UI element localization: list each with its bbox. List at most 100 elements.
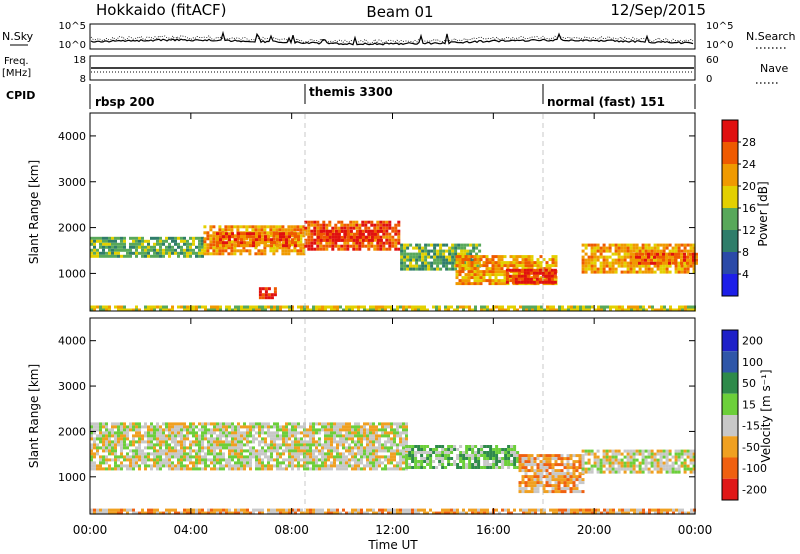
heatmap-cell [629, 264, 633, 268]
heatmap-cell [384, 428, 387, 432]
heatmap-cell [282, 305, 285, 309]
heatmap-cell [126, 428, 129, 432]
heatmap-cell [93, 254, 96, 258]
heatmap-cell [325, 238, 329, 242]
heatmap-cell [683, 258, 686, 262]
heatmap-cell [147, 464, 150, 468]
heatmap-cell [236, 225, 240, 229]
heatmap-cell [542, 454, 546, 458]
heatmap-cell [281, 252, 285, 256]
heatmap-cell [153, 305, 156, 309]
heatmap-cell [485, 258, 489, 262]
heatmap-cell [120, 308, 123, 312]
heatmap-cell [316, 247, 320, 251]
heatmap-cell [432, 511, 435, 515]
heatmap-cell [587, 243, 591, 247]
heatmap-cell [390, 305, 393, 309]
heatmap-cell [192, 305, 195, 309]
heatmap-cell [393, 511, 396, 515]
heatmap-cell [249, 452, 252, 456]
heatmap-cell [309, 461, 312, 465]
heatmap-cell [117, 254, 120, 258]
heatmap-cell [396, 305, 399, 309]
heatmap-cell [315, 446, 318, 450]
heatmap-cell [644, 461, 648, 465]
heatmap-cell [313, 223, 317, 227]
sky-right-tick-top: 10^5 [706, 21, 733, 32]
heatmap-cell [587, 461, 591, 465]
heatmap-cell [156, 449, 159, 453]
heatmap-cell [90, 452, 93, 456]
heatmap-cell [541, 274, 545, 278]
heatmap-cell [201, 236, 204, 240]
heatmap-cell [231, 437, 234, 441]
heatmap-cell [282, 241, 285, 245]
heatmap-cell [381, 508, 384, 512]
heatmap-cell [665, 458, 669, 462]
heatmap-cell [201, 245, 204, 249]
heatmap-cell [358, 247, 362, 251]
heatmap-cell [345, 461, 348, 465]
heatmap-cell [381, 428, 384, 432]
heatmap-cell [336, 443, 339, 447]
heatmap-cell [207, 452, 210, 456]
heatmap-cell [647, 270, 651, 274]
heatmap-cell [627, 305, 630, 309]
heatmap-cell [678, 511, 681, 515]
heatmap-cell [156, 467, 159, 471]
heatmap-cell [369, 422, 372, 426]
heatmap-cell [207, 431, 210, 435]
heatmap-cell [375, 440, 378, 444]
heatmap-cell [228, 305, 231, 309]
heatmap-cell [102, 308, 105, 312]
heatmap-cell [454, 249, 458, 253]
heatmap-cell [189, 425, 192, 429]
heatmap-cell [93, 440, 96, 444]
heatmap-cell [349, 244, 353, 248]
heatmap-cell [402, 305, 405, 309]
heatmap-cell [587, 452, 591, 456]
heatmap-cell [642, 305, 645, 309]
heatmap-cell [581, 258, 585, 262]
heatmap-cell [102, 446, 105, 450]
heatmap-cell [309, 446, 312, 450]
heatmap-cell [165, 248, 168, 252]
heatmap-cell [381, 467, 384, 471]
heatmap-cell [331, 229, 335, 233]
heatmap-cell [491, 279, 495, 283]
heatmap-cell [195, 434, 198, 438]
heatmap-cell [399, 467, 402, 471]
heatmap-cell [337, 232, 341, 236]
heatmap-cell [195, 236, 198, 240]
heatmap-cell [456, 466, 460, 469]
heatmap-cell [165, 446, 168, 450]
heatmap-cell [147, 242, 150, 246]
heatmap-cell [105, 254, 108, 258]
heatmap-cell [239, 249, 243, 253]
heatmap-cell [618, 508, 621, 512]
heatmap-cell [447, 448, 451, 451]
heatmap-cell [516, 457, 520, 460]
heatmap-cell [186, 511, 189, 515]
heatmap-cell [480, 454, 484, 457]
colorbar-swatch [722, 372, 738, 394]
heatmap-cell [318, 449, 321, 453]
heatmap-cell [189, 428, 192, 432]
heatmap-cell [216, 437, 219, 441]
heatmap-cell [399, 458, 402, 462]
heatmap-cell [539, 478, 543, 482]
heatmap-cell [279, 238, 282, 242]
heatmap-cell [339, 464, 342, 468]
heatmap-cell [90, 254, 93, 258]
heatmap-cell [297, 455, 300, 459]
heatmap-cell [96, 443, 99, 447]
heatmap-cell [222, 232, 225, 236]
heatmap-cell [541, 280, 545, 284]
heatmap-cell [402, 461, 405, 465]
heatmap-cell [482, 255, 486, 259]
heatmap-cell [561, 511, 564, 515]
heatmap-cell [316, 232, 320, 236]
heatmap-cell [132, 467, 135, 471]
heatmap-cell [539, 276, 543, 280]
heatmap-cell [156, 443, 159, 447]
